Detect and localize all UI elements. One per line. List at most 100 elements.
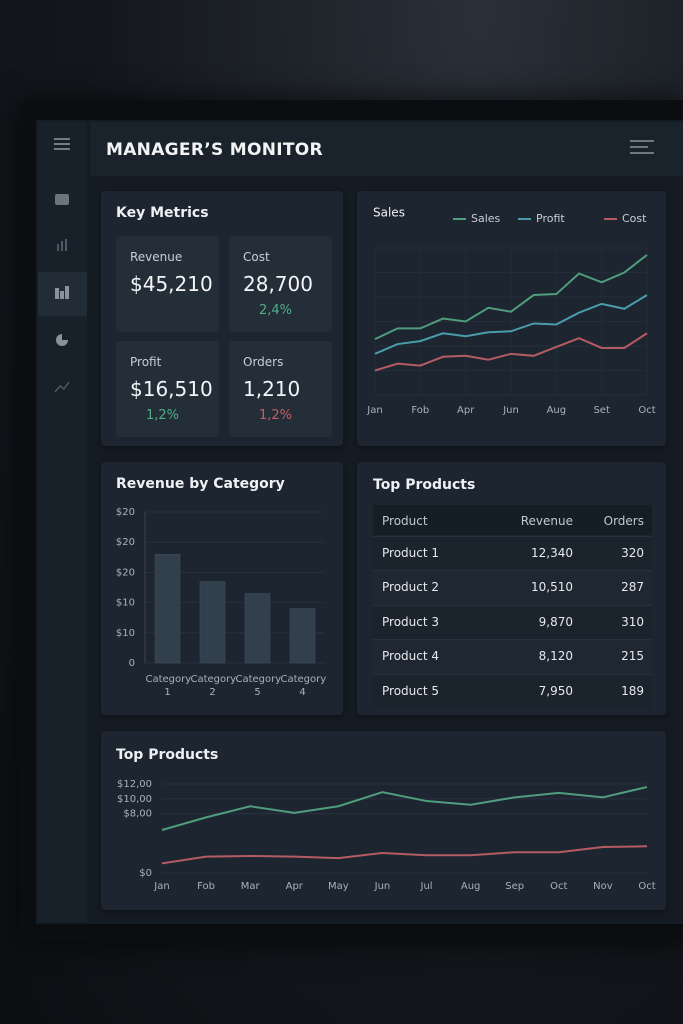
sidebar	[38, 122, 87, 922]
x-tick-label: Oct	[638, 881, 655, 892]
legend-label: Cost	[622, 212, 647, 225]
x-tick-label: Category 4	[280, 674, 327, 698]
table-cell: 215	[621, 649, 644, 664]
table-row	[373, 570, 652, 606]
y-tick-label: $20	[116, 567, 135, 578]
metric-card	[229, 236, 332, 332]
metric-card	[116, 236, 219, 332]
x-tick-label: Jul	[420, 881, 433, 892]
table-cell: 320	[621, 546, 644, 560]
chart-title: Sales	[373, 206, 405, 220]
series-line	[374, 254, 648, 341]
series-line	[161, 785, 648, 831]
table-row	[373, 536, 652, 571]
table-cell: 189	[621, 683, 644, 698]
panel-title: Top Products	[373, 477, 476, 493]
metric-label: Cost	[243, 250, 270, 264]
metric-label: Profit	[130, 355, 162, 369]
metric-value: 28,700	[243, 272, 313, 296]
product-name: Product 3	[382, 614, 440, 629]
y-tick-label: $0	[139, 868, 152, 879]
y-tick-label: $12,00	[117, 779, 152, 790]
panel-title: Key Metrics	[116, 205, 209, 221]
sidebar-icons	[38, 138, 87, 393]
y-tick-label: $10	[116, 598, 135, 609]
table-cell: 12,340	[531, 546, 573, 560]
x-tick-label: Nov	[593, 881, 613, 892]
x-tick-label: Jun	[502, 405, 519, 416]
x-tick-label: Oct	[638, 405, 655, 416]
y-tick-label: $20	[116, 507, 135, 518]
pie-icon[interactable]	[56, 334, 68, 346]
x-tick-label: Fob	[197, 881, 215, 892]
series-line	[161, 845, 648, 865]
x-tick-label: Category 2	[190, 674, 237, 698]
y-tick-label: $20	[116, 537, 135, 548]
product-name: Product 5	[382, 683, 440, 698]
table-row	[373, 673, 652, 709]
table-cell: 287	[621, 580, 644, 595]
column-header: Revenue	[520, 514, 573, 528]
chart-icon	[55, 286, 69, 299]
y-tick-label: $10,00	[117, 794, 152, 805]
x-tick-label: Category 1	[145, 674, 192, 698]
table-header-row	[373, 505, 652, 535]
table-cell: 8,120	[538, 649, 573, 664]
metric-label: Orders	[243, 355, 284, 369]
y-tick-label: 0	[129, 658, 135, 669]
metric-card	[229, 341, 332, 437]
trend-icon[interactable]	[54, 381, 70, 393]
x-tick-label: Jan	[153, 881, 169, 892]
x-tick-label: Aug	[461, 881, 481, 892]
x-tick-label: Apr	[457, 405, 475, 416]
series-line	[374, 332, 648, 372]
chart-title: Top Products	[116, 747, 218, 763]
x-tick-label: Apr	[286, 881, 304, 892]
metric-change: 1,2%	[259, 408, 293, 423]
bar	[199, 581, 226, 664]
table-row	[373, 604, 652, 640]
sales-panel	[357, 191, 666, 446]
metric-card	[116, 341, 219, 437]
x-tick-label: Set	[593, 405, 610, 416]
metric-change: 2,4%	[259, 303, 293, 318]
bar	[154, 553, 181, 664]
metric-change: 1,2%	[146, 408, 180, 423]
table-cell: 9,870	[538, 614, 573, 629]
y-tick-label: $10	[116, 628, 135, 639]
bars-icon[interactable]	[57, 239, 67, 251]
x-tick-label: Jan	[366, 405, 382, 416]
metric-value: 1,210	[243, 377, 301, 401]
legend-label: Profit	[536, 212, 565, 225]
x-tick-label: Sep	[505, 881, 524, 892]
x-tick-label: Fob	[411, 405, 429, 416]
product-name: Product 1	[382, 546, 440, 560]
product-name: Product 2	[382, 580, 440, 595]
table-row	[373, 639, 652, 675]
table-cell: 310	[621, 614, 644, 629]
app-title: MANAGER’S MONITOR	[106, 140, 323, 160]
options-icon[interactable]	[628, 138, 656, 158]
table-cell: 10,510	[531, 580, 573, 595]
metric-value: $45,210	[130, 272, 213, 296]
bar	[289, 608, 316, 664]
header: MANAGER’S MONITOR	[90, 122, 683, 176]
product-name: Product 4	[382, 649, 440, 664]
x-tick-label: Mar	[241, 881, 261, 892]
column-header: Orders	[603, 514, 644, 528]
chart-title: Revenue by Category	[116, 476, 285, 492]
column-header: Product	[382, 514, 428, 528]
y-tick-label: $8,00	[123, 809, 152, 820]
bar	[244, 593, 271, 664]
metric-value: $16,510	[130, 377, 213, 401]
menu-icon[interactable]	[54, 138, 70, 150]
x-tick-label: Oct	[550, 881, 567, 892]
home-icon[interactable]	[55, 194, 69, 205]
series-line	[374, 294, 648, 355]
table-cell: 7,950	[538, 683, 573, 698]
x-tick-label: Jun	[374, 881, 391, 892]
x-tick-label: Aug	[547, 405, 567, 416]
x-tick-label: May	[328, 881, 349, 892]
metric-label: Revenue	[130, 250, 183, 264]
